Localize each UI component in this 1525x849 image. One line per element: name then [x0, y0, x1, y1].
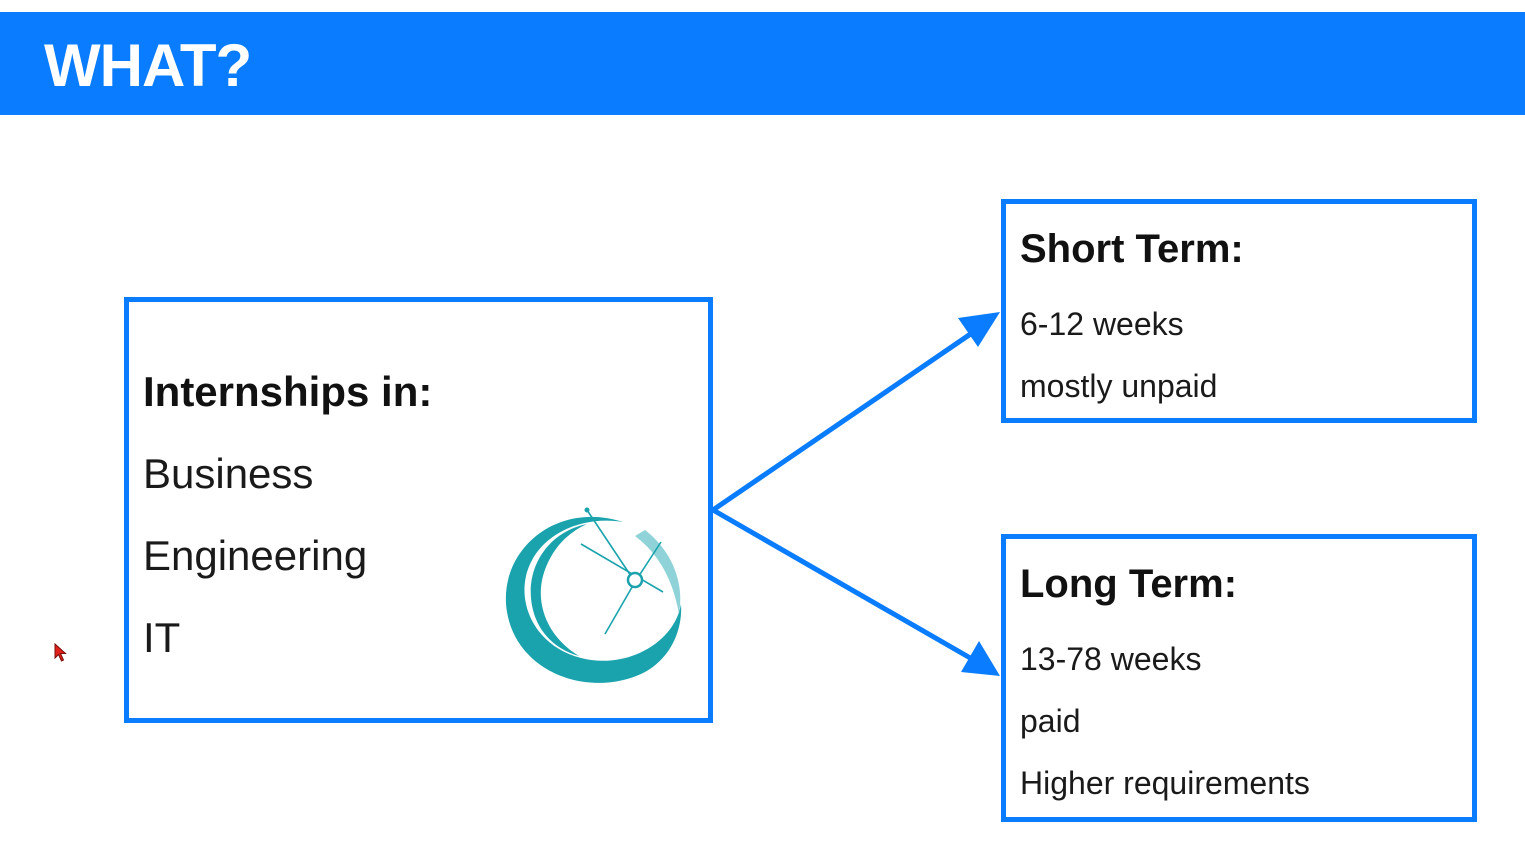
long-term-detail: Higher requirements: [1020, 765, 1310, 801]
long-term-detail: 13-78 weeks: [1020, 641, 1202, 677]
mouse-pointer-icon: [54, 643, 67, 662]
long-term-detail: paid: [1020, 703, 1081, 739]
slide-title: WHAT?: [44, 32, 252, 99]
internship-field-item: Engineering: [143, 532, 368, 579]
globe-orbit-logo-icon: [505, 507, 682, 683]
short-term-heading: Short Term:: [1020, 227, 1244, 271]
long-term-heading: Long Term:: [1020, 562, 1238, 606]
title-bar: WHAT?: [0, 12, 1525, 115]
internship-field-item: Business: [143, 450, 314, 497]
arrowhead-short-term: [958, 312, 1000, 347]
arrow-to-short-term: [711, 330, 974, 513]
arrowhead-long-term: [961, 641, 1000, 676]
internship-field-item: IT: [143, 614, 181, 661]
internships-heading: Internships in:: [143, 368, 433, 415]
short-term-detail: 6-12 weeks: [1020, 306, 1184, 342]
short-term-box: Short Term: 6-12 weeks mostly unpaid: [1001, 199, 1477, 423]
short-term-detail: mostly unpaid: [1020, 368, 1218, 404]
long-term-box: Long Term: 13-78 weeks paid Higher requi…: [1001, 534, 1477, 822]
arrow-to-long-term: [711, 507, 974, 662]
internships-box: Internships in: Business Engineering IT: [124, 297, 713, 723]
